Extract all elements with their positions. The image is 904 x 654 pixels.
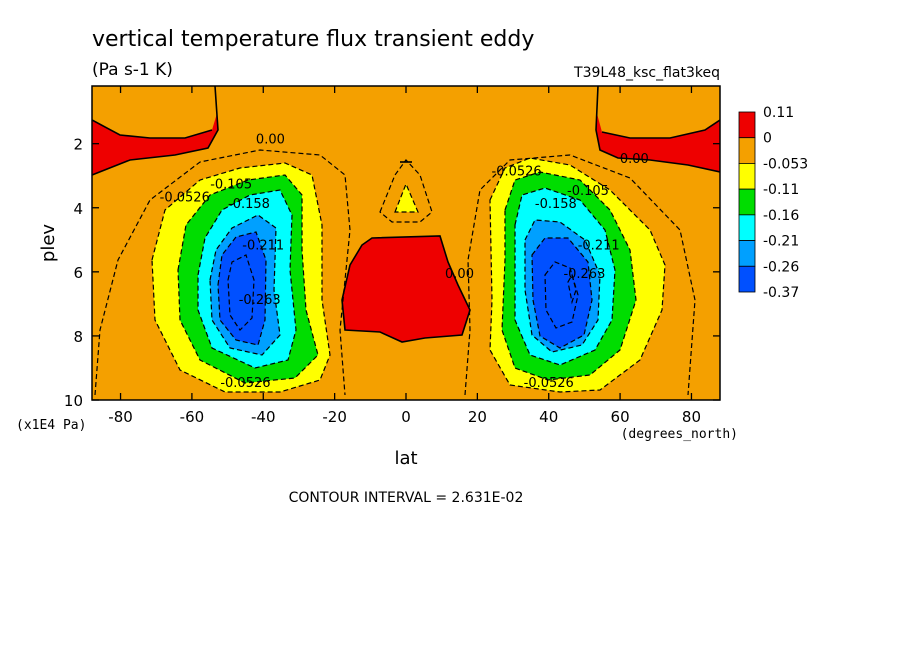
x-units: (degrees_north) [621, 427, 738, 442]
x-tick-label-6: 40 [539, 408, 558, 426]
x-tick-label-3: -20 [322, 408, 347, 426]
y-axis: 2 4 6 8 10 [64, 136, 720, 410]
run-label: T39L48_ksc_flat3keq [573, 65, 720, 81]
x-tick-label-8: 80 [682, 408, 701, 426]
contour-label-6: -0.211 [242, 238, 284, 253]
colorbar-label-4: -0.16 [763, 208, 799, 224]
colorbar-swatch-3 [738, 188, 756, 216]
colorbar-label-2: -0.053 [763, 156, 808, 172]
negative-cell-south [152, 163, 330, 392]
colorbar-swatch-5 [738, 240, 756, 267]
x-tick-label-4: 0 [401, 408, 411, 426]
colorbar-swatch-1 [738, 137, 756, 164]
negative-cell-north [490, 158, 665, 392]
contour-label-1: 0.00 [620, 152, 649, 167]
colorbar-label-0: 0.11 [763, 105, 794, 121]
contour-label-7: -0.263 [239, 293, 281, 308]
x-tick-label-5: 20 [468, 408, 487, 426]
contour-interval: CONTOUR INTERVAL = 2.631E-02 [289, 490, 524, 506]
chart-title: vertical temperature flux transient eddy [92, 27, 534, 52]
y-tick-label-2: 6 [73, 264, 83, 282]
y-tick-label-0: 2 [73, 136, 83, 154]
contour-label-2: 0.00 [445, 267, 474, 282]
contour-label-0: 0.00 [256, 133, 285, 148]
colorbar-swatch-4 [738, 214, 756, 241]
x-tick-label-7: 60 [611, 408, 630, 426]
polar-pocket-left [92, 86, 218, 138]
polar-pocket-right [596, 86, 720, 138]
chart-subtitle: (Pa s-1 K) [92, 60, 173, 80]
colorbar-swatch-6 [738, 265, 756, 293]
contour-label-4: -0.105 [210, 178, 252, 193]
y-tick-label-1: 4 [73, 200, 83, 218]
colorbar: 0.11 0 -0.053 -0.11 -0.16 -0.21 -0.26 -0.37 [738, 105, 808, 301]
y-tick-label-4: 10 [64, 392, 83, 410]
colorbar-swatch-0 [738, 111, 756, 139]
colorbar-label-1: 0 [763, 131, 772, 147]
contour-label-13: -0.263 [563, 267, 605, 282]
x-tick-label-0: -80 [108, 408, 133, 426]
contour-labels: 0.000.000.00-0.0526-0.105-0.158-0.211-0.… [160, 133, 649, 392]
contour-label-14: -0.0526 [524, 376, 574, 391]
negative-patch-equator [395, 184, 418, 212]
colorbar-label-6: -0.26 [763, 259, 799, 275]
x-tick-label-1: -60 [180, 408, 205, 426]
zero-contours [92, 86, 720, 343]
contour-label-9: -0.0526 [492, 165, 542, 180]
y-tick-label-3: 8 [73, 328, 83, 346]
colorbar-label-7: -0.37 [763, 285, 799, 301]
y-axis-label: plev [38, 224, 59, 263]
x-tick-label-2: -40 [251, 408, 276, 426]
plot-area: 0.000.000.00-0.0526-0.105-0.158-0.211-0.… [92, 86, 720, 400]
x-axis-label: lat [394, 448, 417, 469]
colorbar-label-5: -0.21 [763, 234, 799, 250]
contour-label-11: -0.158 [535, 197, 577, 212]
negative-contours [94, 149, 696, 396]
y-units: (x1E4 Pa) [16, 418, 86, 433]
colorbar-swatch-2 [738, 163, 756, 190]
colorbar-label-3: -0.11 [763, 182, 799, 198]
contour-label-8: -0.0526 [220, 376, 270, 391]
x-axis: -80 -60 -40 -20 0 20 40 60 80 [108, 86, 701, 426]
contour-label-3: -0.0526 [160, 190, 210, 205]
contour-label-10: -0.105 [567, 184, 609, 199]
contour-label-5: -0.158 [228, 197, 270, 212]
contour-label-12: -0.211 [578, 238, 620, 253]
positive-blob-equator [342, 236, 470, 342]
